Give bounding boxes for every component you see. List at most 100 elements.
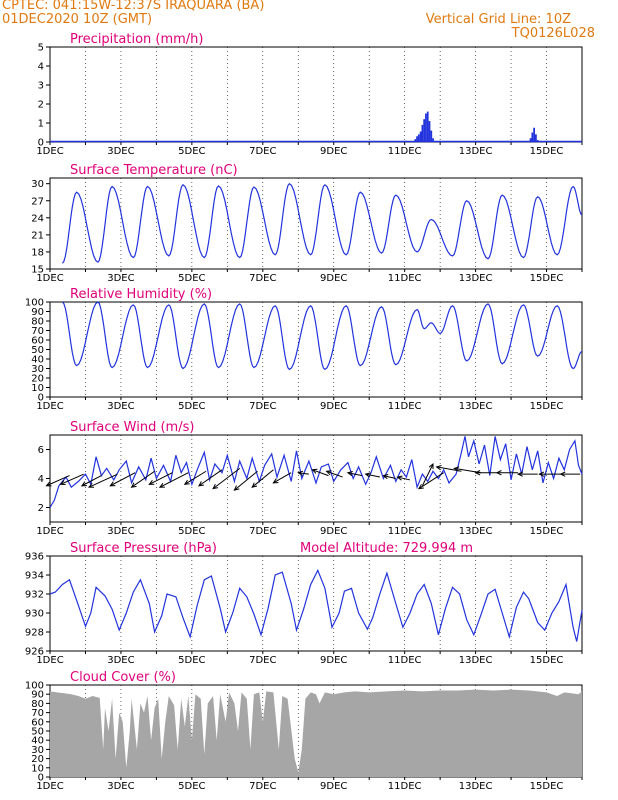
wind-arrowhead — [109, 481, 116, 487]
wind-xtick-label: 3DEC — [107, 526, 134, 537]
cloud-xtick-label: 15DEC — [530, 781, 564, 792]
wind-arrowhead — [212, 483, 219, 490]
rh-xtick-label: 11DEC — [388, 401, 422, 412]
cloud-ytick-label: 90 — [31, 690, 44, 701]
pres-xtick-label: 9DEC — [320, 655, 347, 666]
precip-bar — [423, 119, 426, 142]
wind-arrowhead — [517, 471, 523, 477]
wind-arrow — [159, 472, 189, 488]
wind-series-line — [49, 436, 583, 508]
temp-xtick-label: 9DEC — [320, 273, 347, 284]
rh-ytick-label: 10 — [31, 383, 44, 394]
pres-ytick-label: 932 — [25, 590, 44, 601]
wind-arrowhead — [495, 470, 502, 476]
temp-ytick-label: 30 — [31, 179, 44, 190]
wind-arrow — [198, 469, 223, 487]
wind-ytick-label: 4 — [38, 474, 44, 485]
pres-ytick-label: 928 — [25, 628, 44, 639]
wind-arrowhead — [233, 485, 240, 491]
precip-bar — [428, 121, 431, 142]
pres-xtick-label: 3DEC — [107, 655, 134, 666]
rh-frame — [49, 301, 583, 398]
pres-xtick-label: 15DEC — [530, 655, 564, 666]
wind-arrow — [418, 472, 444, 490]
cloud-xtick-label: 1DEC — [36, 781, 63, 792]
wind-arrow — [184, 470, 207, 485]
cloud-ytick-label: 50 — [31, 727, 44, 738]
wind-arrowhead — [158, 482, 165, 488]
rh-ytick-label: 60 — [31, 336, 44, 347]
cloud-xtick-label: 7DEC — [249, 781, 276, 792]
wind-arrowhead — [325, 470, 332, 476]
cloud-ytick-label: 80 — [31, 699, 44, 710]
wind-arrow — [397, 476, 411, 481]
wind-panel: 2 4 6 1DEC 3DEC 5DEC 7DEC 9DEC 11DEC 13DEC 15DEC Su… — [36, 420, 583, 537]
wind-arrow — [383, 475, 396, 479]
precip-bar — [416, 136, 418, 142]
temp-series-line — [61, 182, 583, 264]
precip-ytick-label: 5 — [38, 43, 44, 54]
rh-xtick-label: 13DEC — [459, 401, 493, 412]
pres-xtick-label: 1DEC — [36, 655, 63, 666]
wind-arrow — [110, 472, 136, 487]
wind-arrowhead — [272, 478, 279, 484]
temp-ytick-label: 24 — [31, 213, 44, 224]
cloud-ytick-label: 0 — [38, 773, 44, 784]
wind-arrowhead — [382, 474, 389, 480]
rh-series-line — [61, 301, 583, 371]
pres-xtick-label: 7DEC — [249, 655, 276, 666]
precip-frame — [49, 46, 583, 143]
precip-bar — [529, 138, 532, 142]
wind-arrow — [60, 473, 84, 485]
rh-xtick-label: 3DEC — [107, 401, 134, 412]
precip-xtick-label: 7DEC — [249, 146, 276, 157]
temp-ytick-label: 21 — [31, 230, 44, 241]
temp-ytick-label: 18 — [31, 247, 44, 258]
wind-arrowhead — [87, 482, 95, 488]
wind-arrowhead — [453, 466, 460, 472]
temp-ytick-label: 27 — [31, 196, 44, 207]
precip-ytick-label: 1 — [38, 119, 44, 130]
rh-ytick-label: 20 — [31, 374, 44, 385]
wind-arrowhead — [80, 481, 87, 487]
wind-arrow — [81, 475, 102, 487]
cloud-ytick-label: 100 — [25, 681, 44, 692]
wind-xtick-label: 1DEC — [36, 526, 63, 537]
wind-arrow — [149, 472, 173, 485]
pres-xtick-label: 11DEC — [388, 655, 422, 666]
cloud-ytick-label: 60 — [31, 717, 44, 728]
wind-arrowhead — [428, 462, 434, 469]
wind-arrowhead — [417, 484, 424, 490]
wind-xtick-label: 13DEC — [459, 526, 493, 537]
cloud-area — [50, 689, 582, 777]
wind-arrowhead — [559, 471, 566, 477]
temp-frame — [49, 177, 583, 270]
wind-xtick-label: 15DEC — [530, 526, 564, 537]
wind-arrowhead — [311, 468, 318, 474]
wind-xtick-label: 9DEC — [320, 526, 347, 537]
cloud-ytick-label: 10 — [31, 763, 44, 774]
pres-series-line — [49, 568, 583, 642]
pres-xtick-label: 13DEC — [459, 655, 493, 666]
wind-arrowhead — [346, 471, 353, 477]
temp-title: Surface Temperature (nC) — [70, 163, 238, 178]
temp-xtick-label: 1DEC — [36, 273, 63, 284]
wind-title: Surface Wind (m/s) — [70, 420, 194, 435]
precip-bar — [533, 127, 536, 142]
wind-arrow — [234, 470, 258, 491]
wind-xtick-label: 5DEC — [178, 526, 205, 537]
temp-xtick-label: 15DEC — [530, 273, 564, 284]
rh-ytick-label: 30 — [31, 364, 44, 375]
precip-bar — [414, 139, 417, 142]
precip-bar — [536, 140, 539, 142]
cloud-xtick-label: 13DEC — [459, 781, 493, 792]
wind-arrowhead — [130, 482, 137, 488]
precip-bar — [430, 130, 433, 142]
wind-arrowhead — [435, 465, 442, 471]
rh-xtick-label: 5DEC — [178, 401, 205, 412]
rh-ytick-label: 0 — [38, 393, 44, 404]
rh-xtick-label: 1DEC — [36, 401, 63, 412]
wind-arrow — [46, 475, 70, 487]
wind-arrowhead — [198, 481, 204, 487]
precip-bar — [432, 138, 434, 142]
